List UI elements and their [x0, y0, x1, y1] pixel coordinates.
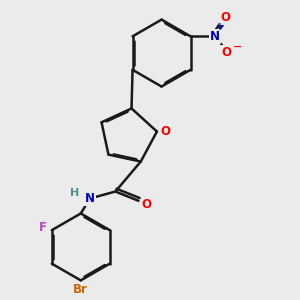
Text: O: O	[142, 198, 152, 211]
Text: O: O	[220, 11, 230, 24]
Text: N: N	[210, 30, 220, 43]
Text: O: O	[221, 46, 231, 59]
Text: +: +	[217, 22, 225, 32]
Text: H: H	[70, 188, 80, 198]
Text: N: N	[85, 192, 95, 205]
Text: F: F	[39, 221, 46, 234]
Text: Br: Br	[73, 283, 88, 296]
Text: O: O	[160, 125, 170, 138]
Text: −: −	[233, 42, 242, 52]
